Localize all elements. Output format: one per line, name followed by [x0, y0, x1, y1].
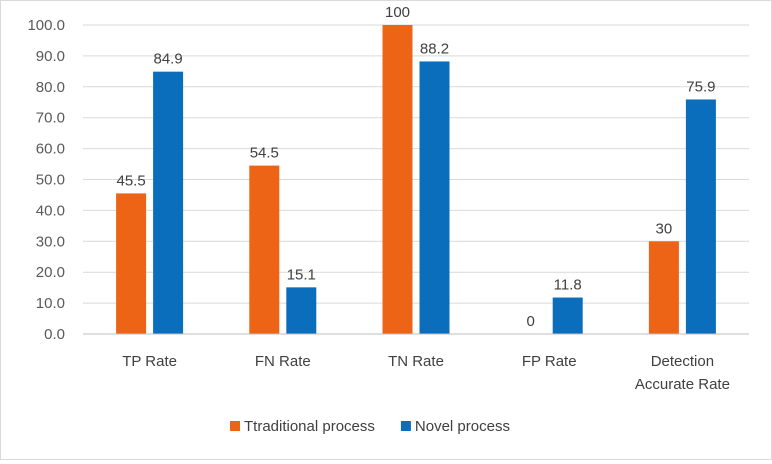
data-label: 84.9 — [153, 51, 182, 68]
data-label: 100 — [385, 4, 410, 21]
bar — [419, 61, 450, 334]
y-tick-label: 30.0 — [36, 233, 65, 250]
y-tick-label: 100.0 — [27, 17, 65, 34]
data-labels: 45.5 84.9 54.5 15.1 100 88.2 0 11.8 30 75.9 — [116, 4, 715, 330]
x-tick-label: Detection — [651, 353, 714, 370]
y-tick-label: 70.0 — [36, 110, 65, 127]
y-axis-tick-labels: 0.0 10.0 20.0 30.0 40.0 50.0 60.0 70.0 80.0 90.0 1… — [27, 17, 65, 343]
y-tick-label: 40.0 — [36, 202, 65, 219]
bar — [153, 71, 184, 334]
data-label: 30 — [656, 220, 673, 237]
legend-swatch — [400, 421, 411, 431]
y-tick-label: 80.0 — [36, 79, 65, 96]
y-tick-label: 10.0 — [36, 295, 65, 312]
bar — [382, 25, 413, 334]
bar — [648, 241, 679, 334]
bar — [286, 287, 317, 334]
legend-swatch — [230, 421, 240, 431]
data-label: 45.5 — [116, 172, 145, 189]
data-label: 0 — [527, 313, 535, 330]
y-tick-label: 0.0 — [44, 326, 65, 343]
data-label: 54.5 — [250, 145, 279, 162]
gridlines — [83, 24, 749, 304]
x-tick-label: Accurate Rate — [635, 376, 730, 393]
y-tick-label: 90.0 — [36, 48, 65, 65]
x-axis-category-labels: TP Rate FN Rate TN Rate FP Rate Detection Acc… — [122, 353, 730, 393]
bar — [685, 99, 716, 335]
data-label: 75.9 — [686, 78, 715, 95]
x-tick-label: FN Rate — [255, 353, 311, 370]
legend-label: Ttraditional process — [244, 418, 375, 435]
legend-label: Novel process — [415, 418, 510, 435]
bar — [552, 297, 583, 334]
data-label: 88.2 — [420, 40, 449, 57]
y-tick-label: 60.0 — [36, 141, 65, 158]
x-tick-label: TN Rate — [388, 353, 444, 370]
x-tick-label: TP Rate — [122, 353, 177, 370]
bar — [249, 165, 280, 334]
bars — [116, 25, 716, 335]
data-label: 11.8 — [554, 277, 582, 294]
data-label: 15.1 — [287, 266, 316, 283]
y-tick-label: 50.0 — [36, 172, 65, 189]
y-tick-label: 20.0 — [36, 264, 65, 281]
x-tick-label: FP Rate — [522, 353, 577, 370]
bar — [116, 193, 147, 334]
legend: Ttraditional process Novel process — [230, 418, 510, 435]
